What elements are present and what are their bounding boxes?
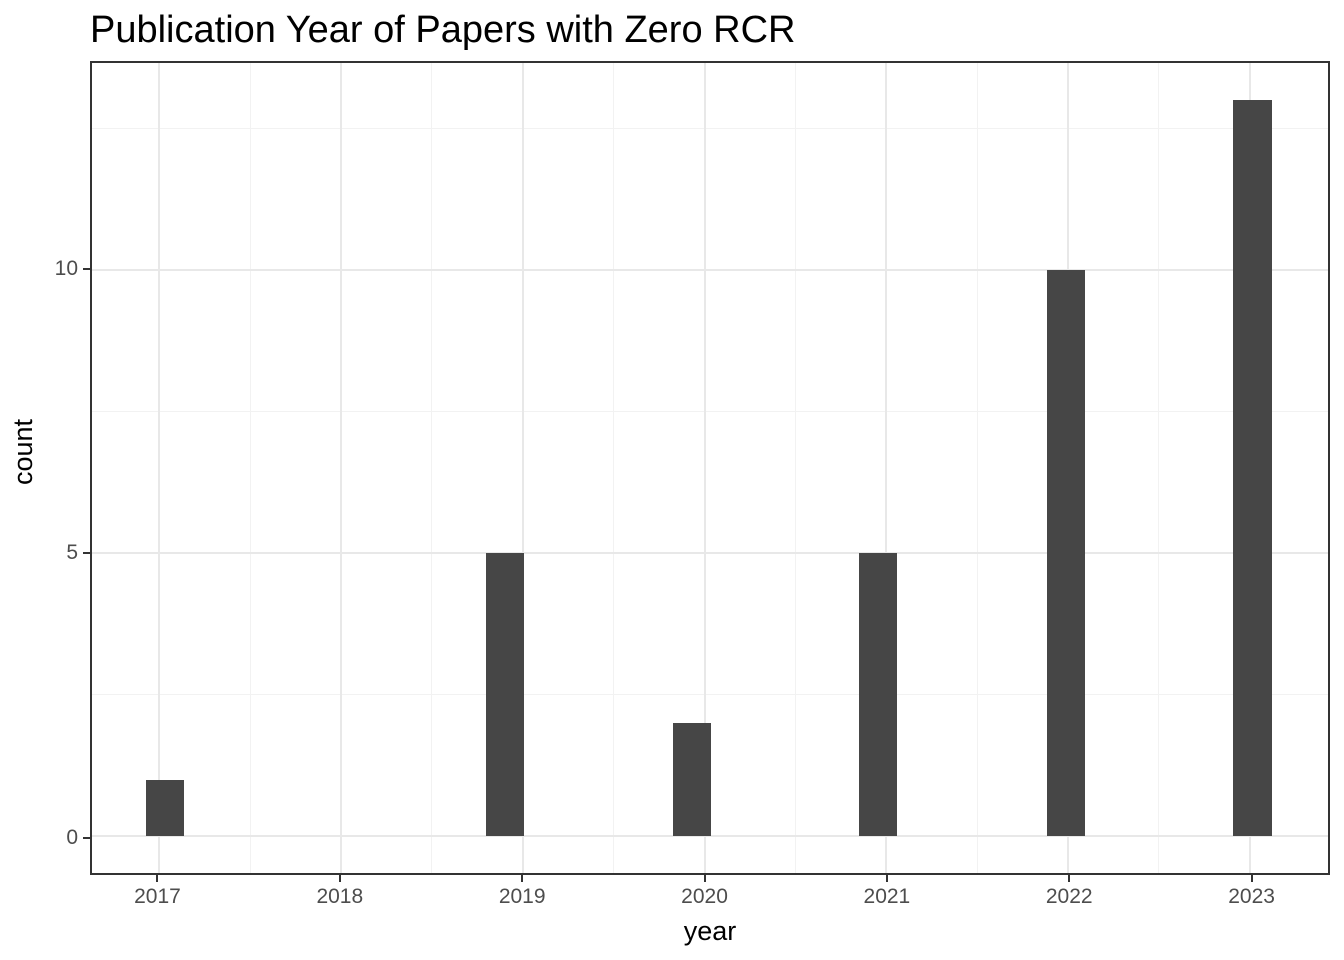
x-tick-mark (885, 875, 888, 882)
x-tick-mark (1068, 875, 1071, 882)
gridline-x-major (521, 63, 524, 873)
gridline-x-minor (249, 63, 251, 873)
x-tick-mark (521, 875, 524, 882)
gridline-y-minor (92, 127, 1328, 129)
bar-2022 (1047, 269, 1086, 837)
x-tick-label: 2019 (498, 885, 546, 908)
x-tick-label: 2021 (863, 885, 911, 908)
chart-title: Publication Year of Papers with Zero RCR (90, 9, 796, 51)
x-tick-mark (338, 875, 341, 882)
x-tick-label: 2023 (1228, 885, 1275, 908)
bar-2020 (672, 722, 711, 837)
x-tick-mark (703, 875, 706, 882)
y-tick-mark (83, 837, 90, 839)
gridline-x-major (703, 63, 706, 873)
x-tick-label: 2017 (134, 885, 181, 908)
gridline-x-minor (1158, 63, 1160, 873)
gridline-y-major (92, 551, 1328, 554)
x-tick-mark (156, 875, 159, 882)
gridline-y-major (92, 835, 1328, 838)
gridline-x-minor (431, 63, 433, 873)
gridline-x-major (158, 63, 161, 873)
plot-panel (90, 61, 1330, 875)
gridline-y-minor (92, 694, 1328, 696)
bar-2019 (485, 552, 524, 837)
bar-2017 (145, 779, 184, 837)
gridline-x-minor (794, 63, 796, 873)
x-tick-label: 2022 (1045, 885, 1093, 908)
y-tick-label: 5 (66, 541, 78, 565)
y-tick-mark (83, 552, 90, 555)
y-tick-mark (83, 267, 90, 270)
bar-2023 (1233, 99, 1272, 837)
gridline-x-minor (613, 63, 615, 873)
gridline-y-minor (92, 410, 1328, 412)
x-axis-title: year (683, 916, 737, 946)
x-tick-mark (1250, 875, 1253, 882)
y-tick-label: 10 (54, 256, 78, 280)
y-axis-title: count (8, 418, 38, 485)
gridline-x-major (340, 63, 343, 873)
y-tick-label: 0 (66, 826, 78, 849)
gridline-x-minor (976, 63, 978, 873)
x-tick-label: 2020 (681, 885, 728, 908)
x-tick-label: 2018 (316, 885, 364, 908)
gridline-x-major (885, 63, 888, 873)
gridline-y-major (92, 268, 1328, 271)
bar-2021 (859, 552, 898, 837)
